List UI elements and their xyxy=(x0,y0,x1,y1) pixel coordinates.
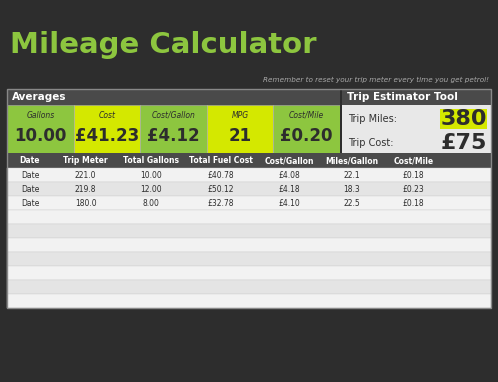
Bar xyxy=(7,238,491,252)
Bar xyxy=(7,280,491,294)
Text: Date: Date xyxy=(21,185,39,194)
Bar xyxy=(7,153,491,168)
Text: Cost/Gallon: Cost/Gallon xyxy=(264,156,314,165)
Text: 221.0: 221.0 xyxy=(75,170,97,180)
Bar xyxy=(342,105,491,153)
Text: £4.18: £4.18 xyxy=(278,185,300,194)
Text: 180.0: 180.0 xyxy=(75,199,97,207)
Bar xyxy=(7,196,491,210)
Text: Mileage Calculator: Mileage Calculator xyxy=(10,31,317,59)
Text: £50.12: £50.12 xyxy=(208,185,235,194)
Bar xyxy=(74,105,140,153)
Text: MPG: MPG xyxy=(232,110,249,120)
Text: £40.78: £40.78 xyxy=(208,170,235,180)
Bar xyxy=(342,89,491,105)
Text: Total Fuel Cost: Total Fuel Cost xyxy=(189,156,253,165)
Text: £75: £75 xyxy=(440,133,487,153)
Text: Averages: Averages xyxy=(12,92,67,102)
Bar xyxy=(7,252,491,266)
Text: 10.00: 10.00 xyxy=(140,170,162,180)
Text: Trip Miles:: Trip Miles: xyxy=(348,114,397,124)
Bar xyxy=(7,182,491,196)
Text: Cost/Gallon: Cost/Gallon xyxy=(151,110,195,120)
Bar xyxy=(7,266,491,280)
Bar xyxy=(340,89,342,153)
Bar xyxy=(7,105,74,153)
Text: £0.23: £0.23 xyxy=(403,185,424,194)
Text: Cost: Cost xyxy=(99,110,116,120)
Text: Date: Date xyxy=(21,199,39,207)
Text: 380: 380 xyxy=(440,109,487,129)
Bar xyxy=(7,294,491,308)
Bar xyxy=(440,109,487,129)
Text: 18.3: 18.3 xyxy=(344,185,360,194)
Text: 10.00: 10.00 xyxy=(14,127,67,145)
Text: Miles/Gallon: Miles/Gallon xyxy=(325,156,378,165)
Bar xyxy=(207,105,273,153)
Text: £32.78: £32.78 xyxy=(208,199,235,207)
Bar xyxy=(7,89,340,105)
Text: £0.18: £0.18 xyxy=(403,170,424,180)
Bar xyxy=(7,210,491,224)
Text: 12.00: 12.00 xyxy=(140,185,162,194)
Text: Gallons: Gallons xyxy=(26,110,54,120)
Text: Trip Estimator Tool: Trip Estimator Tool xyxy=(347,92,458,102)
Text: 219.8: 219.8 xyxy=(75,185,97,194)
Text: £0.20: £0.20 xyxy=(280,127,333,145)
Text: £41.23: £41.23 xyxy=(75,127,139,145)
Text: £4.10: £4.10 xyxy=(278,199,300,207)
Text: Remember to reset your trip meter every time you get petrol!: Remember to reset your trip meter every … xyxy=(263,77,489,83)
Bar xyxy=(7,168,491,182)
Text: Trip Cost:: Trip Cost: xyxy=(348,138,393,148)
Text: Cost/Mile: Cost/Mile xyxy=(393,156,434,165)
Bar xyxy=(7,89,491,308)
Text: £0.18: £0.18 xyxy=(403,199,424,207)
Bar xyxy=(140,105,207,153)
Text: 8.00: 8.00 xyxy=(142,199,159,207)
Text: Cost/Mile: Cost/Mile xyxy=(289,110,324,120)
Text: 22.1: 22.1 xyxy=(344,170,360,180)
Text: Total Gallons: Total Gallons xyxy=(123,156,179,165)
Text: £4.12: £4.12 xyxy=(147,127,200,145)
Text: Date: Date xyxy=(21,170,39,180)
Bar xyxy=(273,105,340,153)
Bar xyxy=(7,224,491,238)
Text: 22.5: 22.5 xyxy=(344,199,360,207)
Text: Date: Date xyxy=(20,156,40,165)
Text: £4.08: £4.08 xyxy=(278,170,300,180)
Text: Trip Meter: Trip Meter xyxy=(63,156,108,165)
Text: 21: 21 xyxy=(229,127,251,145)
